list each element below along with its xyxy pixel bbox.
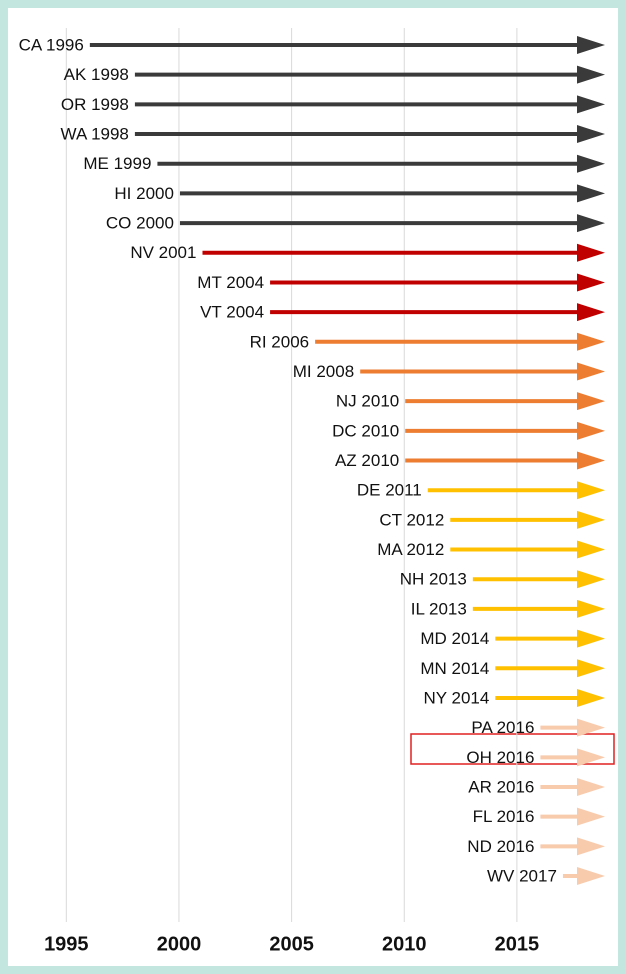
category-label: CO 2000 — [106, 214, 174, 233]
category-label: WA 1998 — [61, 125, 129, 144]
category-label: AZ 2010 — [335, 451, 399, 470]
category-label: NV 2001 — [130, 243, 196, 262]
arrow — [134, 125, 605, 144]
category-label: MA 2012 — [377, 540, 444, 559]
category-label: NY 2014 — [423, 688, 489, 707]
arrow-head — [577, 837, 605, 856]
category-label: DE 2011 — [357, 481, 422, 500]
arrow-head — [577, 659, 605, 678]
arrow-head — [577, 748, 605, 767]
arrow-head — [577, 421, 605, 440]
arrow-head — [577, 807, 605, 826]
arrow — [472, 570, 605, 589]
arrow-head — [577, 510, 605, 529]
category-label: NH 2013 — [400, 570, 467, 589]
arrow — [179, 184, 605, 203]
category-label: MI 2008 — [293, 362, 354, 381]
arrow — [540, 718, 605, 737]
arrow-head — [577, 332, 605, 351]
arrow — [540, 748, 605, 767]
arrow — [495, 688, 605, 707]
arrow-head — [577, 481, 605, 500]
x-tick-label: 2015 — [495, 933, 540, 955]
arrow — [540, 837, 605, 856]
category-label: AK 1998 — [64, 65, 129, 84]
arrow — [495, 629, 605, 648]
arrow — [89, 36, 605, 54]
category-label: VT 2004 — [200, 303, 264, 322]
arrow-head — [577, 303, 605, 322]
arrow — [427, 481, 605, 500]
x-tick-label: 2000 — [157, 933, 202, 955]
arrow-head — [577, 718, 605, 737]
arrow-head — [577, 392, 605, 411]
category-label: ME 1999 — [83, 154, 151, 173]
arrow-head — [577, 688, 605, 707]
category-label: ND 2016 — [467, 837, 534, 856]
category-label: PA 2016 — [471, 718, 534, 737]
arrow — [360, 362, 605, 381]
arrow-head — [577, 273, 605, 292]
arrow — [450, 540, 605, 559]
arrow — [540, 807, 605, 826]
category-label: OH 2016 — [466, 748, 534, 767]
arrow-head — [577, 184, 605, 203]
arrow — [495, 659, 605, 678]
category-label: HI 2000 — [114, 184, 174, 203]
category-label: MT 2004 — [197, 273, 264, 292]
category-label: MN 2014 — [420, 659, 489, 678]
arrow — [405, 392, 605, 411]
arrow — [405, 421, 605, 440]
arrow-head — [577, 36, 605, 54]
x-tick-label: 2005 — [269, 933, 314, 955]
arrow-head — [577, 154, 605, 173]
arrow — [405, 451, 605, 470]
x-tick-label: 1995 — [44, 933, 89, 955]
arrow — [540, 778, 605, 796]
arrow-head — [577, 214, 605, 233]
category-label: AR 2016 — [468, 777, 534, 796]
arrow — [472, 599, 605, 618]
arrow-head — [577, 362, 605, 381]
arrow-head — [577, 451, 605, 470]
category-label: MD 2014 — [420, 629, 489, 648]
arrow — [179, 214, 605, 233]
category-label: FL 2016 — [473, 807, 535, 826]
category-label: NJ 2010 — [336, 392, 399, 411]
category-label: IL 2013 — [411, 599, 467, 618]
arrow — [134, 95, 605, 114]
arrow-head — [577, 867, 605, 886]
arrow — [270, 273, 605, 292]
arrow-head — [577, 65, 605, 84]
arrow-head — [577, 599, 605, 618]
arrow-head — [577, 570, 605, 589]
category-label: RI 2006 — [250, 332, 310, 351]
arrow-head — [577, 629, 605, 648]
arrow — [270, 303, 605, 322]
arrow — [450, 510, 605, 529]
arrow-head — [577, 540, 605, 559]
category-label: WV 2017 — [487, 867, 557, 886]
arrow-head — [577, 125, 605, 144]
plot-background — [8, 8, 618, 966]
x-tick-label: 2010 — [382, 933, 427, 955]
highlight-box — [410, 733, 615, 765]
category-label: CA 1996 — [19, 35, 84, 54]
arrow — [134, 65, 605, 84]
arrow — [315, 332, 605, 351]
arrow-head — [577, 95, 605, 114]
arrow — [157, 154, 605, 173]
category-label: DC 2010 — [332, 421, 399, 440]
arrow-head — [577, 243, 605, 262]
arrow-head — [577, 778, 605, 796]
arrow — [202, 243, 605, 262]
arrow — [562, 867, 605, 886]
category-label: OR 1998 — [61, 95, 129, 114]
category-label: CT 2012 — [379, 510, 444, 529]
grid — [65, 28, 518, 922]
